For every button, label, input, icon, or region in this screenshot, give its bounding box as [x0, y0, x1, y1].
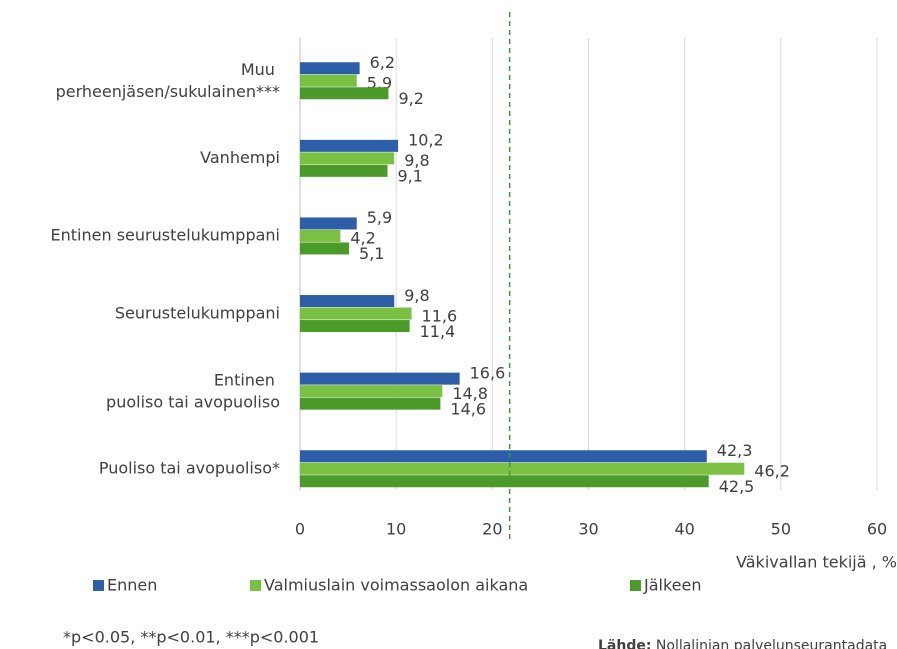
- bar: [300, 164, 388, 177]
- data-label: 42,3: [717, 441, 753, 460]
- label-line: Muu: [241, 60, 280, 79]
- x-tick-label: 30: [578, 520, 598, 539]
- legend-swatch: [250, 580, 261, 591]
- y-tick-label: Seurustelukumppani: [115, 303, 280, 322]
- x-tick-label: 0: [295, 520, 305, 539]
- legend-label: Valmiuslain voimassaolon aikana: [264, 576, 528, 595]
- bar: [300, 397, 441, 410]
- x-tick-label: 40: [674, 520, 694, 539]
- label-line: Entinen: [214, 370, 280, 389]
- bar: [300, 475, 709, 488]
- bar: [300, 62, 360, 75]
- bar: [300, 217, 357, 230]
- bar: [300, 74, 357, 87]
- footnote: *p<0.05, **p<0.01, ***p<0.001: [63, 628, 319, 647]
- data-label: 5,1: [359, 244, 384, 263]
- data-label: 16,6: [470, 363, 506, 382]
- data-label: 11,6: [422, 306, 458, 325]
- data-label: 46,2: [754, 462, 790, 481]
- y-tick-label: Puoliso tai avopuoliso*: [99, 459, 280, 478]
- source-text: Nollalinjan palvelunseurantadata: [656, 638, 887, 649]
- y-tick-label: Vanhempi: [200, 148, 280, 167]
- bar: [300, 295, 395, 308]
- bar: [300, 450, 707, 463]
- x-tick-label: 50: [771, 520, 791, 539]
- data-label: 42,5: [719, 477, 755, 496]
- data-label: 9,1: [398, 167, 423, 186]
- legend-swatch: [93, 580, 104, 591]
- legend-label: Jälkeen: [643, 576, 702, 595]
- bar: [300, 307, 412, 320]
- data-label: 4,2: [350, 229, 375, 248]
- x-axis-label: Väkivallan tekijä , %: [736, 553, 897, 572]
- data-label: 6,2: [370, 53, 395, 72]
- x-tick-label: 60: [867, 520, 887, 539]
- bar: [300, 152, 395, 165]
- bar: [300, 320, 410, 333]
- source-label: Lähde:: [598, 638, 651, 649]
- data-label: 9,8: [404, 151, 429, 170]
- source: Lähde: Nollalinjan palvelunseurantadata: [598, 638, 887, 649]
- data-label: 14,8: [452, 384, 488, 403]
- bar: [300, 87, 389, 100]
- x-tick-label: 20: [482, 520, 502, 539]
- data-label: 14,6: [450, 399, 486, 418]
- data-label: 11,4: [420, 322, 456, 341]
- bar: [300, 242, 350, 255]
- bar: [300, 229, 341, 242]
- bar: [300, 139, 399, 152]
- legend-label: Ennen: [107, 576, 157, 595]
- y-tick-label: Entinen puoliso tai avopuoliso: [106, 370, 280, 411]
- label-line: puoliso tai avopuoliso: [106, 392, 280, 411]
- legend-swatch: [630, 580, 641, 591]
- data-label: 9,2: [398, 89, 423, 108]
- data-label: 9,8: [404, 286, 429, 305]
- bar: [300, 372, 460, 385]
- y-tick-label: Entinen seurustelukumppani: [51, 226, 280, 245]
- label-line: perheenjäsen/sukulainen***: [56, 82, 280, 101]
- data-label: 5,9: [367, 208, 392, 227]
- data-label: 10,2: [408, 131, 444, 150]
- y-tick-label: Muu perheenjäsen/sukulainen***: [56, 60, 280, 101]
- bar: [300, 462, 745, 475]
- bar: [300, 385, 443, 398]
- x-tick-label: 10: [386, 520, 406, 539]
